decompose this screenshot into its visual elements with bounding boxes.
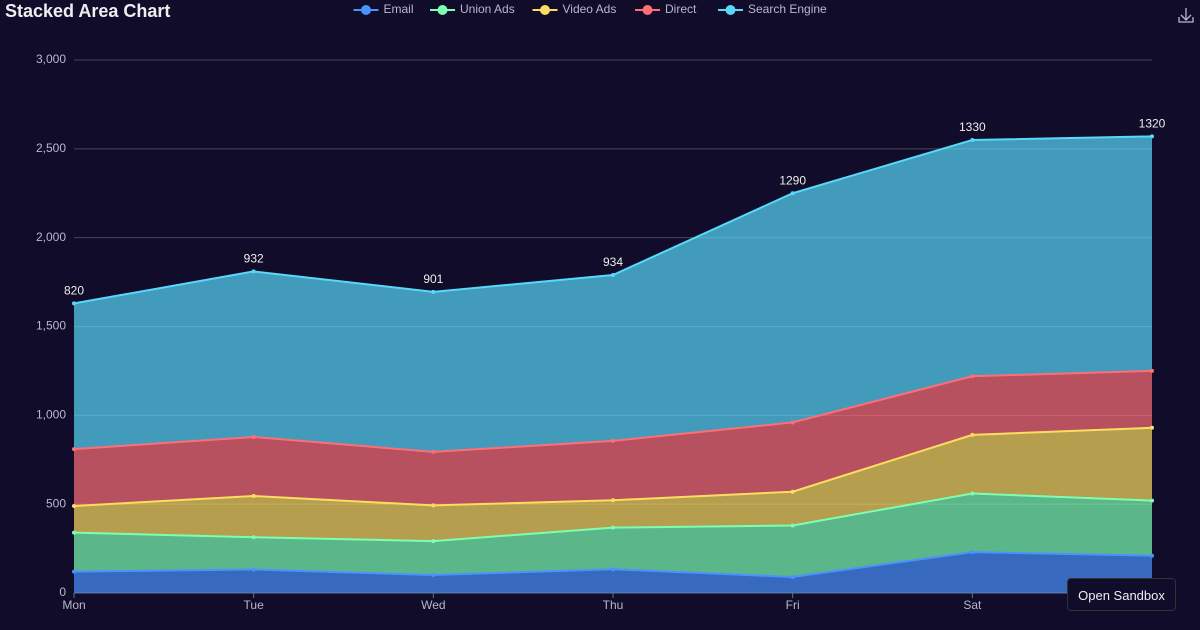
legend-item[interactable]: Video Ads [532,2,617,16]
x-tick-label: Thu [603,598,624,612]
legend-label: Union Ads [460,2,515,16]
x-tick-label: Mon [62,598,85,612]
y-tick-label: 1,000 [36,408,66,422]
point [72,447,76,452]
y-tick-label: 500 [46,496,66,510]
point [790,523,795,528]
legend-label: Direct [665,2,697,16]
point [611,525,615,530]
point [970,550,975,555]
point [790,489,795,494]
chart-title: Stacked Area Chart [5,1,170,21]
area-fill [74,493,1152,578]
point [970,491,975,496]
y-tick-label: 2,500 [36,141,66,155]
point [431,573,436,578]
point [970,374,975,379]
data-label: 901 [423,272,443,286]
data-label: 932 [244,252,264,266]
point [251,535,256,540]
point [431,449,436,454]
data-label: 820 [64,284,84,298]
point [790,420,795,425]
download-icon[interactable] [1178,8,1194,23]
legend-icon [437,5,448,15]
point [72,301,76,306]
point [970,137,975,142]
point [611,567,615,572]
point [970,432,975,437]
point [251,493,256,498]
point [72,569,76,574]
point [1150,498,1154,503]
x-tick-label: Sat [963,598,982,612]
x-tick-label: Fri [786,598,800,612]
y-tick-label: 3,000 [36,52,66,66]
point [251,435,256,440]
data-label: 1320 [1139,117,1166,131]
y-tick-label: 2,000 [36,230,66,244]
point [1150,368,1154,373]
point [251,567,256,572]
legend-label: Search Engine [748,2,827,16]
legend-item[interactable]: Search Engine [718,2,827,16]
point [72,503,76,508]
point [611,272,615,277]
point [431,503,436,508]
point [72,530,76,535]
legend-item[interactable]: Email [353,2,414,16]
point [611,498,615,503]
data-label: 1290 [779,173,806,187]
area-fill [74,552,1152,593]
legend-item[interactable]: Union Ads [430,2,515,16]
y-tick-label: 1,500 [36,319,66,333]
legend-icon [725,5,736,15]
point [251,269,256,274]
legend-label: Email [384,2,414,16]
x-tick-label: Wed [421,598,445,612]
area-fill [74,370,1152,506]
point [1150,134,1154,139]
data-label: 1330 [959,120,986,134]
point [431,539,436,544]
area-fill [74,136,1152,452]
point [611,438,615,443]
point [790,191,795,196]
legend-icon [642,5,653,15]
point [1150,553,1154,558]
point [790,575,795,580]
data-label: 934 [603,255,623,269]
legend-label: Video Ads [563,2,617,16]
legend-icon [540,5,550,15]
point [431,289,436,294]
legend-item[interactable]: Direct [635,2,697,16]
x-tick-label: Tue [244,598,265,612]
legend-icon [361,5,371,15]
y-tick-label: 0 [59,585,66,599]
area-fill [74,427,1152,542]
point [1150,425,1154,430]
open-sandbox-button[interactable]: Open Sandbox [1067,578,1176,611]
